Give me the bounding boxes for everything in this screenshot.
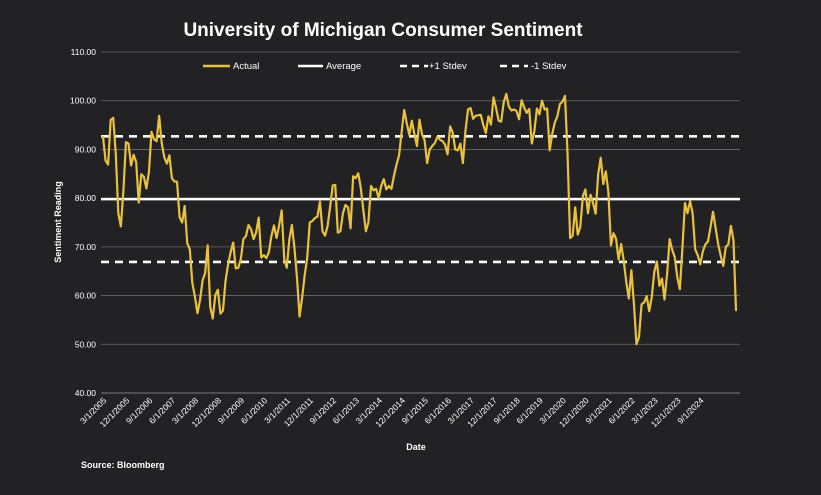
y-tick-label: 90.00 — [75, 144, 97, 154]
legend-item-actual: Actual — [203, 61, 259, 72]
x-axis-ticks: 3/1/200512/1/20059/1/20066/1/20073/1/200… — [78, 395, 706, 429]
grid-lines — [101, 51, 740, 394]
reference-lines — [101, 134, 740, 264]
chart-legend: Actual Average +1 Stdev -1 Stdev — [203, 61, 567, 72]
legend-item-average: Average — [298, 61, 361, 72]
legend-label-plus1stdev: +1 Stdev — [429, 61, 467, 72]
y-axis-ticks: 40.00 50.00 60.00 70.00 80.00 90.00 100.00 110.… — [70, 47, 96, 398]
y-tick-label: 100.00 — [70, 96, 96, 106]
chart-title: University of Michigan Consumer Sentimen… — [183, 20, 583, 41]
x-axis-title: Date — [406, 442, 426, 452]
legend-item-minus1stdev: -1 Stdev — [500, 61, 567, 72]
y-tick-label: 70.00 — [75, 242, 97, 252]
y-axis-title: Sentiment Reading — [53, 181, 63, 263]
y-tick-label: 50.00 — [75, 339, 97, 349]
y-tick-label: 110.00 — [71, 47, 97, 57]
legend-label-minus1stdev: -1 Stdev — [531, 61, 567, 72]
legend-label-average: Average — [326, 61, 361, 72]
y-tick-label: 40.00 — [75, 388, 97, 398]
y-tick-label: 80.00 — [75, 193, 97, 203]
y-tick-label: 60.00 — [75, 291, 97, 301]
series-line-actual — [101, 92, 738, 346]
legend-item-plus1stdev: +1 Stdev — [400, 61, 467, 72]
legend-label-actual: Actual — [233, 61, 259, 72]
series-layer — [101, 92, 738, 346]
source-note: Source: Bloomberg — [81, 460, 165, 470]
